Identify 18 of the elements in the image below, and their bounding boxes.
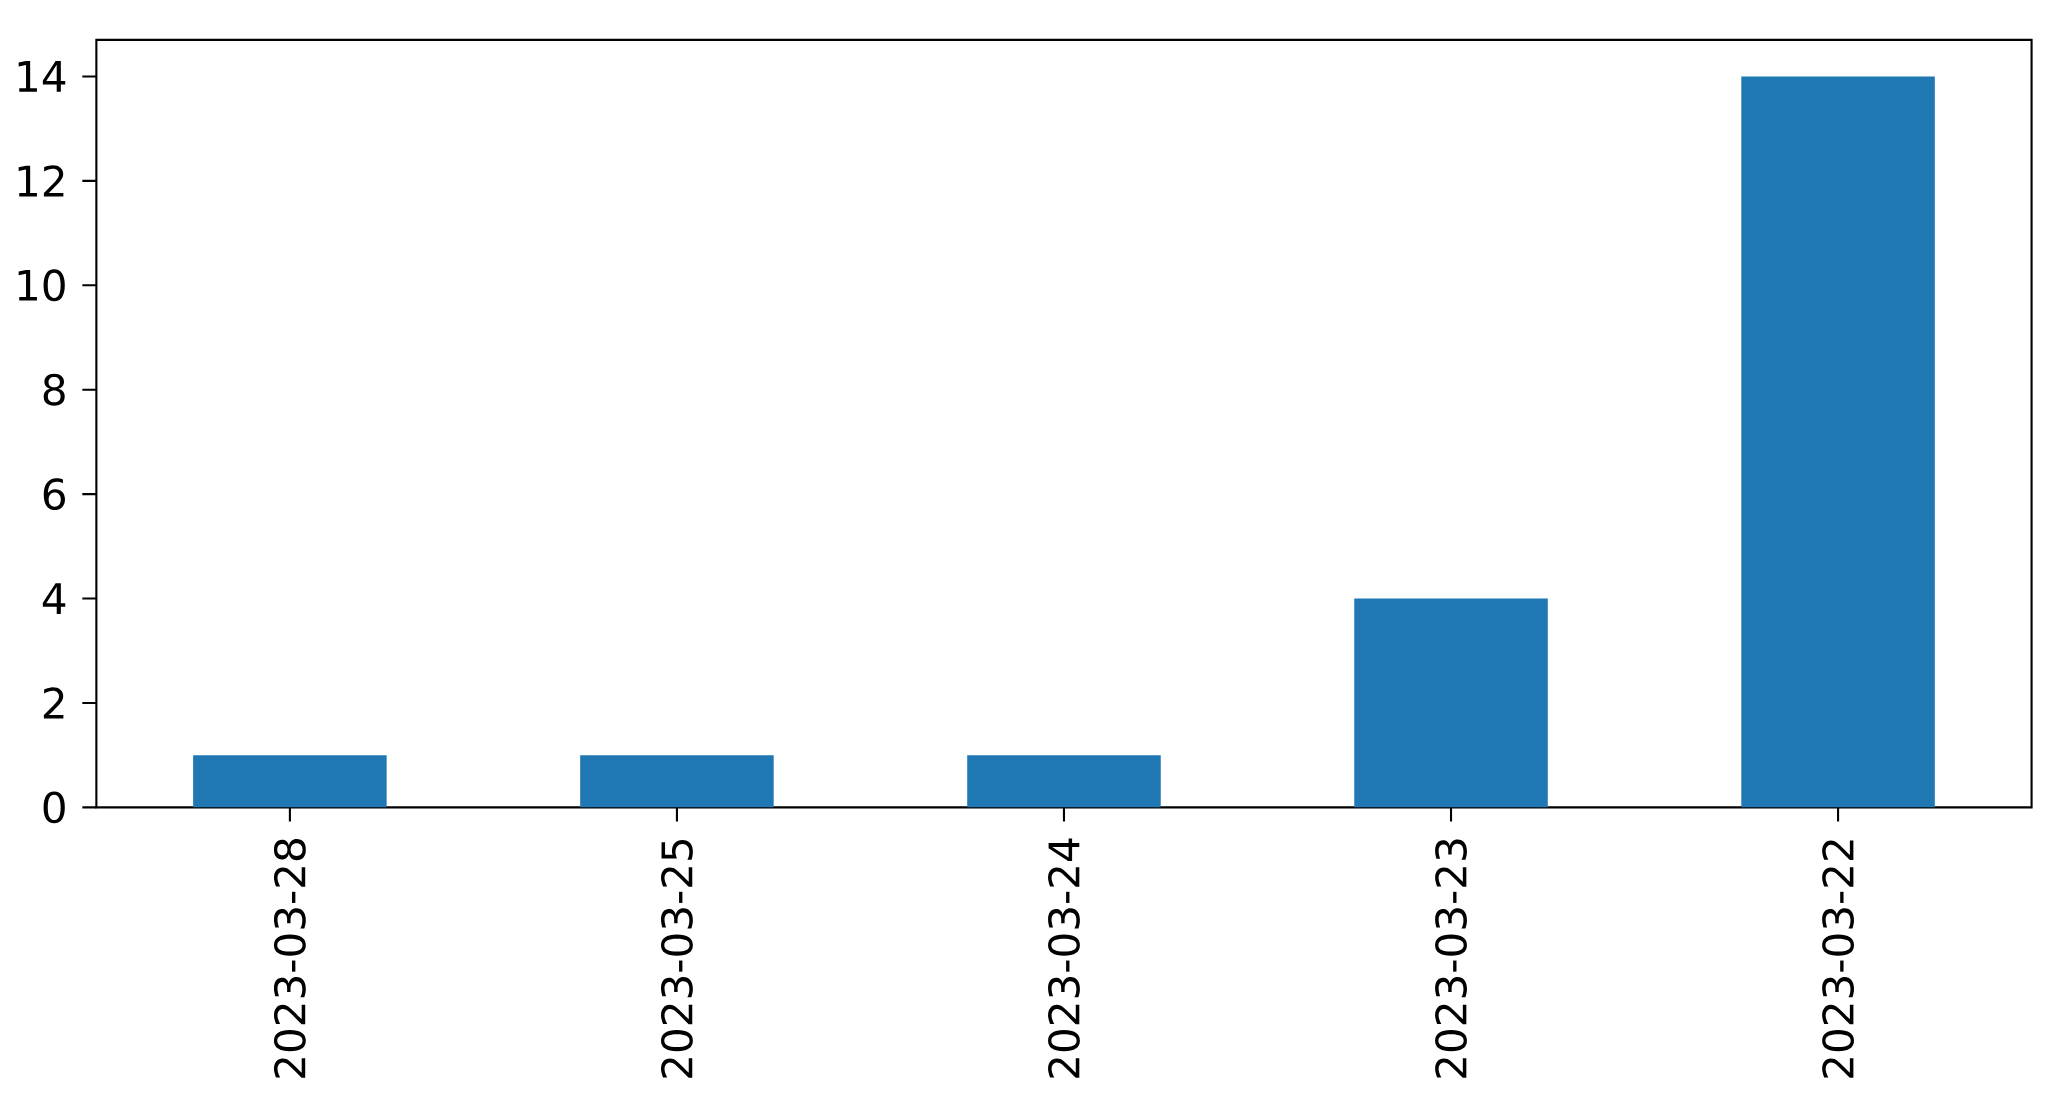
bar: [1354, 598, 1548, 808]
y-tick-label: 14: [18, 61, 66, 92]
bar: [193, 755, 387, 808]
y-tick-label: 12: [18, 165, 64, 197]
x-tick-label: 2023-03-23: [1435, 839, 1467, 1078]
x-tick-label: 2023-03-24: [1048, 838, 1080, 1078]
x-tick-label: 2023-03-22: [1822, 840, 1854, 1078]
y-tick-label: 6: [43, 478, 65, 511]
y-tick-label: 10: [18, 269, 65, 302]
x-tick-label: 2023-03-25: [661, 839, 693, 1078]
y-tick-label: 2: [43, 687, 64, 719]
bar: [967, 755, 1161, 808]
x-tick-label: 2023-03-28: [273, 839, 306, 1078]
bar: [1741, 76, 1935, 808]
y-tick-label: 8: [43, 373, 65, 406]
y-tick-label: 0: [43, 791, 65, 824]
bar: [580, 755, 774, 808]
y-tick-label: 4: [42, 583, 66, 614]
